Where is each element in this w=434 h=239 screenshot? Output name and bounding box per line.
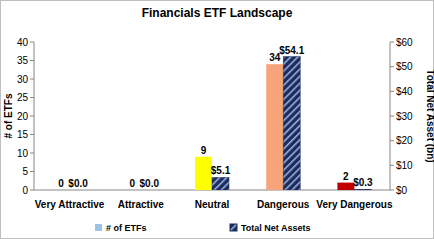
data-label: 2 <box>343 171 349 182</box>
bar <box>124 190 141 191</box>
title: Financials ETF Landscape <box>142 6 293 20</box>
y-tick <box>30 42 34 43</box>
bar <box>212 177 229 190</box>
y-tick <box>30 190 34 191</box>
y-axis-title: # of ETFs <box>3 93 14 138</box>
y-tick-label: 10 <box>17 148 29 159</box>
bar <box>266 64 283 190</box>
bar <box>354 189 371 190</box>
y2-tick-label: $50 <box>396 61 413 72</box>
y2-tick <box>390 66 394 67</box>
legend-label: Total Net Assets <box>241 223 311 233</box>
y-tick-label: 35 <box>17 55 29 66</box>
data-label: $0.0 <box>68 178 88 189</box>
y2-tick <box>390 116 394 117</box>
y-tick <box>30 60 34 61</box>
data-labels: 009342$0.0$0.0$5.1$54.1$0.3 <box>58 45 373 189</box>
bar <box>195 157 212 190</box>
y2-axis-title: Total Net Asset (bn) <box>425 69 434 162</box>
y-tick-label: 5 <box>22 166 28 177</box>
legend-key <box>230 224 237 231</box>
x-tick-label: Very Attractive <box>35 199 105 210</box>
legend-label: # of ETFs <box>106 223 147 233</box>
data-label: $0.3 <box>353 177 373 188</box>
y2-tick-label: $0 <box>396 185 408 196</box>
y2-tick-label: $60 <box>396 37 413 48</box>
y2-tick-label: $10 <box>396 160 413 171</box>
y2-tick <box>390 140 394 141</box>
y2-tick-label: $30 <box>396 111 413 122</box>
bars <box>195 57 371 190</box>
y-tick <box>30 171 34 172</box>
y-tick <box>30 97 34 98</box>
data-label: 0 <box>58 178 64 189</box>
bar <box>283 57 300 190</box>
x-tick-label: Very Dangerous <box>316 199 393 210</box>
data-label: 0 <box>130 178 136 189</box>
y2-tick-label: $20 <box>396 135 413 146</box>
chart: Financials ETF Landscape # of ETFs Total N… <box>0 0 434 239</box>
x-tick-label: Attractive <box>118 199 165 210</box>
chart-border <box>1 1 434 239</box>
legend: # of ETFs Total Net Assets <box>95 223 311 233</box>
y2-tick <box>390 42 394 43</box>
y2-tick <box>390 91 394 92</box>
x-tick-label: Neutral <box>195 199 230 210</box>
y-tick-label: 20 <box>17 111 29 122</box>
y-tick-label: 25 <box>17 92 29 103</box>
y-tick <box>30 134 34 135</box>
y-tick <box>30 79 34 80</box>
y-tick <box>30 116 34 117</box>
y-tick-label: 0 <box>22 185 28 196</box>
y2-tick <box>390 165 394 166</box>
legend-key <box>95 224 102 231</box>
y-tick-label: 30 <box>17 74 29 85</box>
data-label: 9 <box>201 145 207 156</box>
y-tick-label: 40 <box>17 37 29 48</box>
bar <box>53 190 70 191</box>
bar <box>141 190 158 191</box>
data-label: $0.0 <box>140 178 160 189</box>
y2-tick <box>390 190 394 191</box>
x-tick-label: Dangerous <box>257 199 310 210</box>
data-label: $54.1 <box>279 45 304 56</box>
y-tick <box>30 153 34 154</box>
bar <box>337 183 354 190</box>
bar <box>70 190 87 191</box>
data-label: $5.1 <box>211 165 231 176</box>
y2-tick-label: $40 <box>396 86 413 97</box>
y-tick-label: 15 <box>17 129 29 140</box>
